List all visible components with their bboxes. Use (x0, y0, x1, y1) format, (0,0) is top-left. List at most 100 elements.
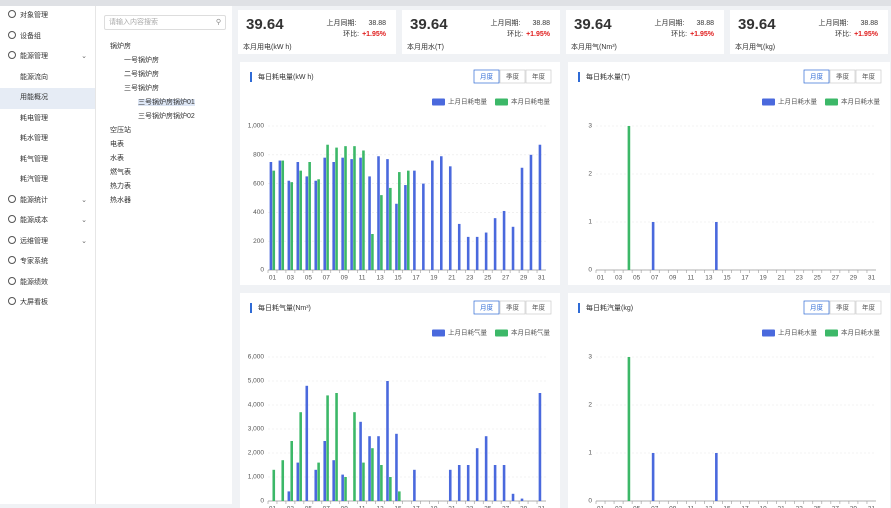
tab[interactable] (855, 69, 882, 84)
tree-node[interactable]: 一号锅炉房 (96, 54, 232, 68)
tree-node[interactable]: 燃气表 (96, 166, 232, 180)
tree-label: 热水器 (110, 197, 131, 204)
search-icon[interactable]: ⚲ (215, 19, 221, 26)
tree-node[interactable]: 热水器 (96, 194, 232, 208)
search-input[interactable]: 请输入内容搜索 ⚲ (104, 15, 226, 30)
x-tick-label: 15 (723, 275, 731, 282)
bar (484, 436, 488, 501)
tab[interactable] (525, 300, 552, 315)
bar (335, 393, 338, 501)
tab-label[interactable]: 季度 (506, 303, 520, 312)
tab[interactable] (803, 69, 830, 84)
bar (466, 236, 470, 270)
legend-swatch (762, 98, 775, 106)
tree-node[interactable]: 三号锅炉房锅炉01 (96, 96, 232, 110)
y-tick-label: 1,000 (248, 474, 265, 481)
tree-node[interactable]: 三号锅炉房 (96, 82, 232, 96)
menu-item[interactable]: 设备组 (0, 27, 95, 48)
tab-label[interactable]: 年度 (862, 72, 876, 81)
tab[interactable] (803, 300, 830, 315)
ratio-value: +1.95% (854, 31, 878, 38)
menu-icon (8, 215, 16, 223)
tree-node[interactable]: 空压站 (96, 124, 232, 138)
menu-item[interactable]: 远维管理 ⌄ (0, 232, 95, 253)
bar (389, 187, 392, 270)
tab[interactable] (499, 300, 526, 315)
bar (290, 441, 294, 501)
submenu-item[interactable]: 用能概况 (0, 88, 95, 109)
x-tick-label: 03 (615, 275, 623, 282)
tree-label: 空压站 (110, 127, 131, 134)
bar (651, 222, 655, 270)
menu-item[interactable]: 能源绩效 (0, 273, 95, 294)
tree-node[interactable]: 二号锅炉房 (96, 68, 232, 82)
bar (362, 150, 365, 270)
tab[interactable] (473, 69, 500, 84)
tree-node[interactable]: 水表 (96, 152, 232, 166)
stat-label: 本月用水(T) (407, 44, 444, 51)
bar (448, 166, 452, 270)
tab-label[interactable]: 月度 (810, 72, 824, 81)
menu-item[interactable]: 能源管理 ⌄ (0, 47, 95, 68)
y-tick-label: 1 (588, 219, 592, 226)
chart-panel: 每日耗气量(Nm³) 月度 季度 年度 本月日耗气量 上月日耗气量 0 1,000 2,000 3… (240, 293, 560, 508)
x-tick-label: 17 (741, 275, 749, 282)
bar (299, 170, 302, 270)
tab-label[interactable]: 年度 (862, 303, 876, 312)
menu-item[interactable]: 能源统计 ⌄ (0, 191, 95, 212)
tab-label[interactable]: 年度 (532, 72, 546, 81)
tree-node[interactable]: 热力表 (96, 180, 232, 194)
tab[interactable] (473, 300, 500, 315)
tree-node[interactable]: 三号锅炉房锅炉02 (96, 110, 232, 124)
submenu-item[interactable]: 耗水管理 (0, 129, 95, 150)
prev-row: 上月同期: 38.88 (819, 18, 878, 28)
title-marker (250, 303, 252, 313)
ratio-row: 环比: +1.95% (507, 29, 550, 39)
tab-label[interactable]: 月度 (480, 303, 494, 312)
stat-label: 本月用气(Nm³) (571, 44, 617, 51)
legend-swatch (495, 98, 508, 106)
tab[interactable] (829, 300, 856, 315)
tab[interactable] (525, 69, 552, 84)
tab-label[interactable]: 月度 (810, 303, 824, 312)
submenu-item[interactable]: 耗气管理 (0, 150, 95, 171)
menu-item[interactable]: 对象管理 (0, 6, 95, 27)
chart-title: 每日耗气量(Nm³) (258, 303, 311, 312)
tree-nodes: 锅炉房 一号锅炉房 二号锅炉房 三号锅炉房 三号锅炉房锅炉01 三号锅炉房锅炉02 空压站电… (96, 40, 232, 208)
submenu-item[interactable]: 能源流向 (0, 68, 95, 89)
bar (502, 465, 506, 501)
submenu-label: 耗汽管理 (20, 176, 48, 183)
tab[interactable] (855, 300, 882, 315)
bar (484, 232, 488, 270)
bar (314, 180, 318, 270)
chart-title: 每日耗水量(T) (586, 72, 630, 81)
x-tick-label: 29 (520, 275, 528, 282)
ratio-label: 环比: (835, 31, 852, 38)
tab-label[interactable]: 季度 (836, 303, 850, 312)
bar (272, 469, 276, 501)
tab-label[interactable]: 季度 (836, 72, 850, 81)
tab[interactable] (499, 69, 526, 84)
stat-value: 39.64 (246, 16, 284, 33)
tab-label[interactable]: 年度 (532, 303, 546, 312)
menu-item[interactable]: 专家系统 (0, 252, 95, 273)
tab-label[interactable]: 季度 (506, 72, 520, 81)
submenu-item[interactable]: 耗汽管理 (0, 170, 95, 191)
prev-value: 38.88 (368, 20, 386, 27)
bar (493, 218, 497, 270)
tree-node[interactable]: 锅炉房 (96, 40, 232, 54)
y-tick-label: 1,000 (248, 123, 265, 130)
x-tick-label: 19 (759, 275, 767, 282)
tab-label[interactable]: 月度 (480, 72, 494, 81)
prev-row: 上月同期: 38.88 (327, 18, 386, 28)
menu-item[interactable]: 大屏看板 (0, 293, 95, 314)
submenu-item[interactable]: 耗电管理 (0, 109, 95, 130)
bar (448, 469, 452, 501)
stat-card: 39.64 上月同期: 38.88 环比: +1.95% 本月用气(kg) (730, 10, 888, 54)
bar (651, 453, 655, 501)
tab[interactable] (829, 69, 856, 84)
menu-item[interactable]: 能源成本 ⌄ (0, 211, 95, 232)
x-tick-label: 13 (376, 275, 384, 282)
legend-label: 本月日耗电量 (511, 97, 551, 106)
tree-node[interactable]: 电表 (96, 138, 232, 152)
